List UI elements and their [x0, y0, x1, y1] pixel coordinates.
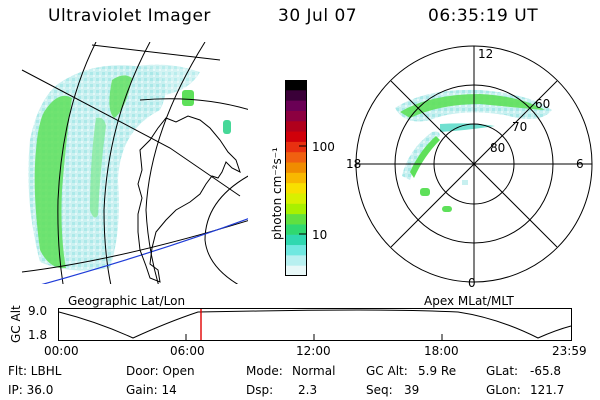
mlt-label-6: 6: [576, 157, 584, 171]
colorbar-swatch: [285, 224, 307, 236]
gain-status: Gain: 14: [126, 383, 177, 397]
colorbar-tick-10: 10: [312, 228, 328, 242]
glat-label: GLat:: [486, 364, 519, 378]
colorbar-swatch: [285, 183, 307, 195]
mlt-label-18: 18: [346, 157, 362, 171]
colorbar-swatch: [285, 131, 307, 143]
mode-value: Normal: [292, 364, 336, 378]
seq-label: Seq:: [366, 383, 393, 397]
instrument-title: Ultraviolet Imager: [48, 6, 211, 26]
colorbar-swatch: [285, 193, 307, 205]
timeline-tick-2359: 23:59: [552, 344, 587, 358]
colorbar-swatch: [285, 255, 307, 267]
colorbar-swatch: [285, 214, 307, 226]
orbit-altitude-timeline: [58, 308, 572, 341]
mlt-label-12: 12: [478, 47, 494, 61]
seq-value: 39: [404, 383, 420, 397]
timeline-tick-0000: 00:00: [44, 344, 79, 358]
colorbar-swatch: [285, 90, 307, 102]
gc-alt-label: GC Alt:: [366, 364, 408, 378]
colorbar-swatch: [285, 234, 307, 246]
mlat-label-70: 70: [512, 120, 528, 134]
apex-caption: Apex MLat/MLT: [424, 294, 514, 308]
colorbar-swatch: [285, 152, 307, 164]
mlt-label-0: 0: [468, 276, 476, 290]
colorbar-swatch: [285, 141, 307, 153]
colorbar-swatch: [285, 265, 307, 276]
glon-value: 121.7: [530, 383, 565, 397]
colorbar-swatch: [285, 110, 307, 122]
timeline-y-max: 9.0: [28, 304, 48, 318]
glat-value: -65.8: [530, 364, 562, 378]
ip-status: IP: 36.0: [8, 383, 54, 397]
colorbar-swatch: [285, 100, 307, 112]
geographic-caption: Geographic Lat/Lon: [68, 294, 186, 308]
gc-alt-value: 5.9 Re: [418, 364, 457, 378]
mlat-label-80: 80: [490, 141, 506, 155]
observation-time: 06:35:19 UT: [428, 6, 539, 26]
colorbar-swatch: [285, 162, 307, 174]
colorbar-swatch: [285, 80, 307, 91]
timeline-tick-0600: 06:00: [170, 344, 205, 358]
timeline-tick-1200: 12:00: [296, 344, 331, 358]
colorbar-swatch: [285, 203, 307, 215]
colorbar: [285, 80, 307, 276]
dsp-label: Dsp:: [246, 383, 274, 397]
door-status: Door: Open: [126, 364, 195, 378]
dsp-value: 2.3: [298, 383, 318, 397]
observation-date: 30 Jul 07: [278, 6, 358, 26]
colorbar-swatch: [285, 172, 307, 184]
mode-label: Mode:: [246, 364, 283, 378]
glon-label: GLon:: [486, 383, 521, 397]
mlat-label-60: 60: [535, 97, 551, 111]
colorbar-swatch: [285, 245, 307, 256]
timeline-tick-1800: 18:00: [424, 344, 459, 358]
colorbar-swatch: [285, 121, 307, 133]
colorbar-tick-100: 100: [312, 140, 335, 154]
timeline-axis-title: GC Alt: [9, 305, 23, 343]
colorbar-unit-label: photon cm⁻²s⁻¹: [270, 147, 284, 240]
filter-status: Flt: LBHL: [8, 364, 62, 378]
timeline-y-min: 1.8: [28, 328, 48, 342]
